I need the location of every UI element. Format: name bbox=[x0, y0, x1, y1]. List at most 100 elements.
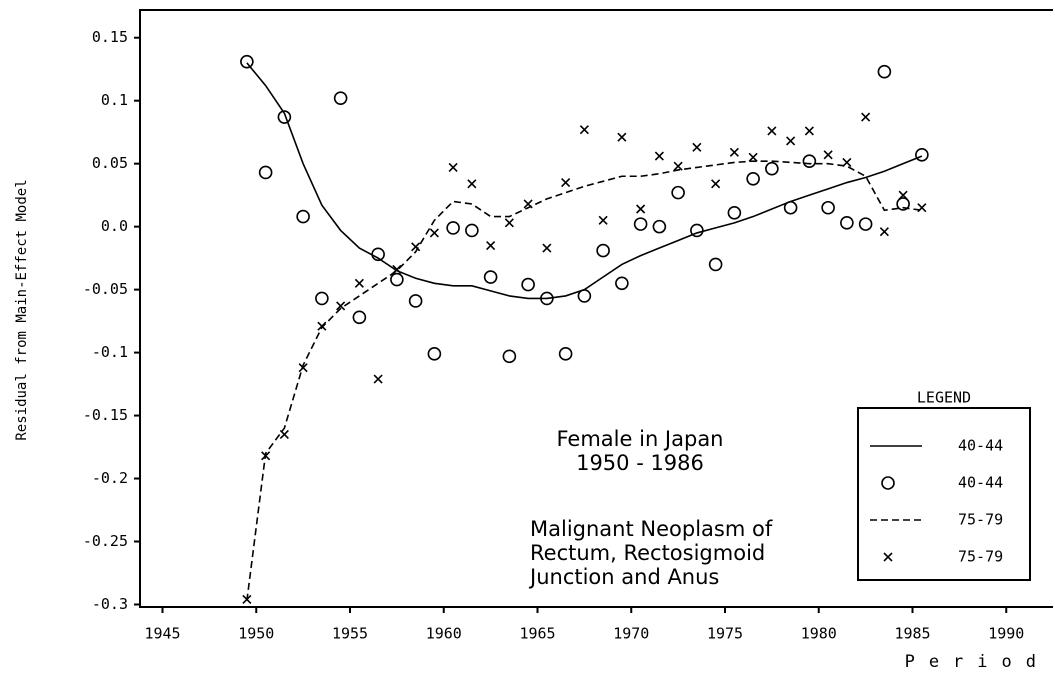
legend-title: LEGEND bbox=[917, 389, 971, 407]
circle-marker bbox=[408, 294, 423, 308]
cross-marker bbox=[673, 161, 683, 171]
circle-marker bbox=[727, 205, 742, 220]
circle-marker bbox=[765, 161, 779, 176]
circle-marker bbox=[315, 291, 329, 306]
series-line bbox=[246, 62, 923, 300]
x-tick-label: 1955 bbox=[332, 625, 368, 643]
circle-marker bbox=[465, 223, 479, 238]
cross-marker bbox=[429, 228, 439, 238]
y-tick-label: -0.1 bbox=[92, 343, 128, 361]
y-axis-label: Residual from Main-Effect Model bbox=[14, 179, 30, 440]
cross-marker bbox=[579, 125, 589, 135]
y-tick-label: -0.25 bbox=[83, 532, 128, 550]
cross-marker bbox=[748, 152, 758, 162]
cross-marker bbox=[261, 451, 271, 461]
x-tick-label: 1945 bbox=[144, 625, 180, 643]
cross-marker bbox=[561, 177, 571, 188]
circle-marker bbox=[915, 148, 929, 162]
y-tick-label: 0.1 bbox=[101, 91, 128, 109]
cross-marker bbox=[861, 112, 871, 122]
y-tick-label: 0.15 bbox=[92, 28, 128, 46]
circle-marker bbox=[427, 347, 442, 361]
circle-marker bbox=[896, 197, 910, 211]
annotation: Junction and Anus bbox=[528, 565, 719, 589]
annotation: 1950 - 1986 bbox=[576, 451, 704, 475]
cross-marker bbox=[711, 179, 721, 189]
cross-marker bbox=[617, 132, 627, 142]
legend-marker bbox=[883, 552, 893, 562]
x-tick-label: 1960 bbox=[426, 625, 462, 643]
x-tick-label: 1990 bbox=[988, 625, 1024, 643]
circle-marker bbox=[690, 223, 704, 238]
circle-marker bbox=[821, 200, 835, 215]
cross-marker bbox=[354, 278, 364, 288]
cross-marker bbox=[879, 227, 889, 237]
y-tick-label: -0.2 bbox=[92, 469, 128, 487]
cross-marker bbox=[448, 162, 458, 173]
cross-marker bbox=[654, 151, 664, 161]
circle-marker bbox=[596, 243, 610, 258]
cross-marker bbox=[411, 242, 421, 252]
circle-marker bbox=[577, 289, 592, 303]
y-tick-label: 0.05 bbox=[92, 154, 128, 172]
cross-marker bbox=[336, 301, 346, 311]
circle-marker bbox=[390, 272, 404, 287]
cross-marker bbox=[467, 179, 477, 189]
circle-marker bbox=[877, 64, 892, 79]
x-tick-label: 1985 bbox=[894, 625, 930, 643]
cross-marker bbox=[504, 218, 514, 228]
cross-marker bbox=[636, 204, 646, 214]
cross-marker bbox=[729, 147, 739, 157]
legend-label: 40-44 bbox=[958, 474, 1003, 492]
x-tick-label: 1975 bbox=[707, 625, 743, 643]
legend-box bbox=[857, 407, 1031, 581]
circle-marker bbox=[296, 209, 310, 224]
legend-label: 75-79 bbox=[958, 548, 1003, 566]
cross-marker bbox=[692, 142, 702, 152]
y-tick-label: -0.05 bbox=[83, 280, 128, 298]
x-tick-label: 1970 bbox=[613, 625, 649, 643]
x-tick-label: 1965 bbox=[519, 625, 555, 643]
cross-marker bbox=[898, 190, 908, 200]
cross-marker bbox=[373, 374, 383, 384]
cross-marker bbox=[298, 363, 308, 373]
cross-marker bbox=[392, 264, 402, 275]
circle-marker bbox=[277, 110, 292, 124]
cross-marker bbox=[486, 240, 496, 251]
cross-marker bbox=[242, 594, 252, 605]
circle-marker bbox=[840, 216, 854, 230]
plot-frame bbox=[139, 9, 1053, 608]
cross-marker bbox=[279, 429, 289, 440]
circle-marker bbox=[671, 185, 685, 200]
cross-marker bbox=[917, 203, 927, 213]
cross-marker bbox=[542, 243, 552, 253]
cross-marker bbox=[842, 157, 852, 167]
circle-marker bbox=[652, 219, 667, 234]
circle-marker bbox=[258, 165, 273, 180]
circle-marker bbox=[446, 221, 460, 235]
series-line bbox=[246, 160, 922, 601]
circle-marker bbox=[783, 200, 798, 215]
annotation: Rectum, Rectosigmoid bbox=[530, 541, 765, 565]
legend-label: 40-44 bbox=[958, 437, 1003, 455]
circle-marker bbox=[540, 291, 554, 306]
circle-marker bbox=[240, 54, 254, 69]
annotation: Malignant Neoplasm of bbox=[530, 517, 773, 541]
x-tick-label: 1980 bbox=[801, 625, 837, 643]
circle-marker bbox=[802, 154, 817, 168]
circle-marker bbox=[371, 247, 385, 262]
circle-marker bbox=[502, 349, 517, 364]
cross-marker bbox=[523, 199, 533, 209]
circle-marker bbox=[352, 310, 367, 325]
x-tick-label: 1950 bbox=[238, 625, 274, 643]
cross-marker bbox=[786, 136, 796, 146]
legend-label: 75-79 bbox=[958, 511, 1003, 529]
x-axis-label: Period bbox=[905, 652, 1050, 672]
circle-marker bbox=[746, 171, 760, 186]
circle-marker bbox=[558, 347, 573, 361]
cross-marker bbox=[804, 126, 814, 136]
cross-marker bbox=[317, 321, 327, 331]
circle-marker bbox=[483, 270, 498, 284]
circle-marker bbox=[708, 257, 723, 272]
